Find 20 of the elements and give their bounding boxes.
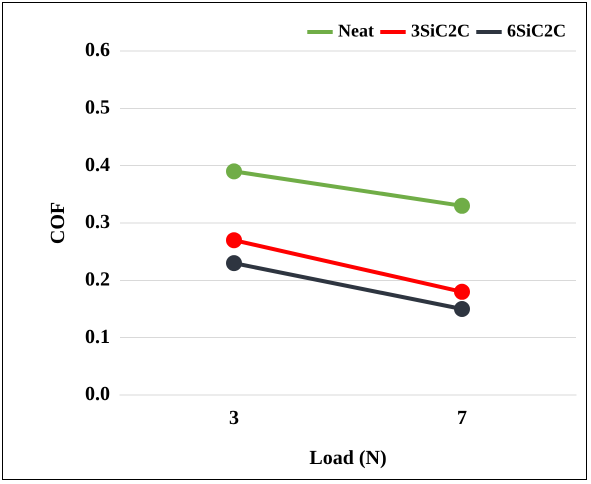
point (454, 198, 470, 214)
y-tick-label: 0.3 (85, 211, 110, 234)
point (226, 232, 242, 248)
legend-label: Neat (338, 20, 374, 41)
x-tick-label: 7 (457, 407, 467, 430)
y-tick-label: 0.6 (85, 39, 110, 62)
legend-label: 6SiC2C (506, 20, 566, 41)
x-tick-label: 3 (229, 407, 239, 430)
y-tick-label: 0.5 (85, 96, 110, 119)
point (454, 284, 470, 300)
y-tick-label: 0.2 (85, 268, 110, 291)
legend-label: 3SiC2C (410, 20, 470, 41)
y-axis-title: COF (47, 202, 70, 244)
y-tick-label: 0.4 (85, 154, 110, 176)
y-tick-label: 0.1 (85, 326, 110, 348)
point (454, 301, 470, 317)
point (226, 163, 242, 180)
y-tick-label: 0.0 (85, 383, 110, 406)
point (226, 255, 242, 272)
x-axis-title: Load (N) (309, 447, 387, 470)
